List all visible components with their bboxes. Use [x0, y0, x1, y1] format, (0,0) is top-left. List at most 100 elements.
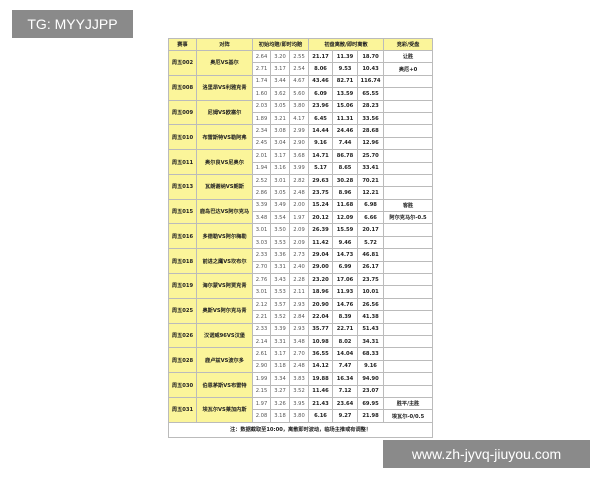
dispersion-cell: 116.74	[357, 74, 385, 89]
dispersion-cell: 18.70	[357, 49, 385, 64]
table-row: 周五028 鹿卢兹VS波尔多 2.61 3.17 2.70 36.55 14.04 68.33	[168, 347, 434, 374]
lottery-cell	[383, 149, 434, 163]
avg-odds-cell: 3.08	[270, 124, 290, 138]
avg-odds-cell: 2.08	[252, 409, 271, 423]
avg-odds-cell: 3.48	[252, 211, 271, 225]
avg-odds-cell: 3.50	[270, 223, 290, 237]
watermark-top: TG: MYYJJPP	[12, 10, 133, 38]
lottery-cell	[383, 310, 434, 324]
match-name: 奥厄VS基尔	[196, 50, 253, 76]
dispersion-cell: 14.12	[308, 359, 334, 374]
lottery-cell	[383, 384, 434, 398]
lottery-cell	[383, 124, 434, 138]
lottery-cell	[383, 136, 434, 151]
dispersion-cell: 23.07	[357, 384, 385, 398]
avg-odds-cell: 4.67	[288, 74, 310, 89]
dispersion-cell: 34.31	[357, 334, 385, 349]
lottery-cell	[383, 161, 434, 175]
table-row: 周五013 瓦朗谢纳VS朗斯 2.52 3.01 2.82 29.63 30.28 70.21	[168, 173, 434, 200]
lottery-cell	[383, 285, 434, 299]
avg-odds-cell: 2.33	[252, 248, 271, 262]
dispersion-cell: 25.70	[357, 149, 385, 163]
table-row: 3.48 3.54 1.97 20.12 12.09 6.66 阿尔克马尔-0.5	[169, 211, 434, 225]
match-id: 周五008	[168, 74, 197, 101]
avg-odds-cell: 3.16	[270, 161, 290, 175]
table-row: 周五019 海尔蒙VS阿贾克青 2.76 3.43 2.28 23.20 17.06 23.7…	[168, 273, 434, 299]
dispersion-cell: 6.66	[357, 211, 385, 225]
match-name: 瓦朗谢纳VS朗斯	[196, 173, 253, 200]
avg-odds-cell: 3.80	[288, 409, 310, 423]
avg-odds-cell: 1.97	[288, 211, 310, 225]
match-name: 埃瓦尔VS莱加内斯	[196, 396, 253, 423]
dispersion-cell: 9.16	[357, 359, 385, 374]
table-row: 3.01 3.53 2.11 18.96 11.93 10.01	[169, 285, 434, 299]
dispersion-cell: 20.17	[357, 223, 385, 237]
avg-odds-cell: 2.03	[252, 99, 271, 113]
dispersion-cell: 16.34	[332, 372, 359, 386]
lottery-cell: 奥厄+0	[383, 62, 434, 76]
avg-odds-cell: 3.68	[288, 149, 310, 163]
avg-odds-cell: 3.18	[270, 359, 290, 374]
table-row: 2.14 3.31 3.48 10.98 8.02 34.31	[169, 334, 434, 349]
lottery-cell	[383, 173, 434, 188]
avg-odds-cell: 2.70	[288, 347, 310, 361]
lottery-cell: 客胜	[383, 198, 434, 213]
dispersion-cell: 6.45	[308, 111, 334, 126]
avg-odds-cell: 3.17	[270, 62, 290, 76]
dispersion-cell: 11.39	[332, 49, 359, 64]
dispersion-cell: 29.63	[308, 173, 334, 188]
match-name: 汉诺威96VS汉堡	[196, 322, 253, 349]
match-name: 洛里昂VS利雅克青	[196, 74, 253, 101]
dispersion-cell: 46.81	[357, 248, 385, 262]
match-name: 布雷斯特VS勒阿弗	[196, 124, 253, 151]
dispersion-cell: 14.44	[308, 124, 334, 138]
match-name: 尼姆VS欧塞尔	[196, 99, 253, 126]
lottery-cell	[383, 334, 434, 349]
dispersion-cell: 26.56	[357, 297, 385, 312]
table-row: 2.86 3.05 2.48 23.75 8.96 12.21	[169, 186, 434, 200]
table-row: 周五031 埃瓦尔VS莱加内斯 1.97 3.26 3.95 21.43 23.64 69.9…	[168, 396, 434, 423]
avg-odds-cell: 3.54	[270, 211, 290, 225]
table-row: 周五002 奥厄VS基尔 2.64 3.20 2.55 21.17 11.39 18.70 让胜	[168, 49, 434, 76]
avg-odds-cell: 1.89	[252, 111, 271, 126]
lottery-cell	[383, 248, 434, 262]
dispersion-cell: 51.43	[357, 322, 385, 337]
match-name: 鹿卢兹VS波尔多	[196, 347, 253, 374]
header-avg-odds: 初始均赔/即时均赔	[251, 38, 310, 51]
table-row: 周五008 洛里昂VS利雅克青 1.74 3.44 4.67 43.46 82.71 116.…	[168, 74, 434, 101]
dispersion-cell: 22.71	[332, 322, 359, 337]
lottery-cell: 埃瓦尔-0/0.5	[383, 409, 434, 423]
table-row: 周五015 鹿岛巴达VS阿尔克马 3.39 3.49 2.00 15.24 11.68 6.9…	[168, 198, 434, 225]
dispersion-cell: 82.71	[332, 74, 359, 89]
avg-odds-cell: 3.17	[270, 347, 290, 361]
match-id: 周五013	[168, 173, 197, 200]
dispersion-cell: 8.65	[332, 161, 359, 175]
dispersion-cell: 9.27	[332, 409, 359, 423]
avg-odds-cell: 1.99	[252, 372, 271, 386]
avg-odds-cell: 3.36	[270, 248, 290, 262]
dispersion-cell: 13.59	[332, 87, 359, 101]
table-row: 周五025 奥斯VS阿尔克马青 2.12 3.57 2.93 20.90 14.76 26.5…	[168, 297, 434, 324]
table-row: 2.21 3.52 2.84 22.04 8.39 41.38	[169, 310, 434, 324]
dispersion-cell: 6.98	[357, 198, 385, 213]
match-id: 周五026	[168, 322, 197, 349]
avg-odds-cell: 1.94	[252, 161, 271, 175]
header-match: 对阵	[196, 38, 253, 51]
table-row: 周五010 布雷斯特VS勒阿弗 2.34 3.08 2.99 14.44 24.46 28.6…	[168, 124, 434, 151]
avg-odds-cell: 3.52	[270, 310, 290, 324]
match-name: 海尔蒙VS阿贾克青	[196, 273, 253, 299]
avg-odds-cell: 2.70	[252, 260, 271, 275]
table-row: 2.45 3.04 2.90 9.16 7.44 12.96	[169, 136, 434, 151]
avg-odds-cell: 3.04	[270, 136, 290, 151]
table-row: 1.94 3.16 3.99 5.17 8.65 33.41	[169, 161, 434, 175]
avg-odds-cell: 3.49	[270, 198, 290, 213]
match-name: 伯恩茅斯VS布雷特	[196, 372, 253, 398]
table-row: 2.70 3.31 2.40 29.00 6.99 26.17	[169, 260, 434, 275]
avg-odds-cell: 3.03	[252, 235, 271, 250]
dispersion-cell: 26.39	[308, 223, 334, 237]
dispersion-cell: 10.43	[357, 62, 385, 76]
table-row: 2.08 3.18 3.80 6.16 9.27 21.98 埃瓦尔-0/0.5	[169, 409, 434, 423]
avg-odds-cell: 1.60	[252, 87, 271, 101]
avg-odds-cell: 2.73	[288, 248, 310, 262]
avg-odds-cell: 2.90	[252, 359, 271, 374]
